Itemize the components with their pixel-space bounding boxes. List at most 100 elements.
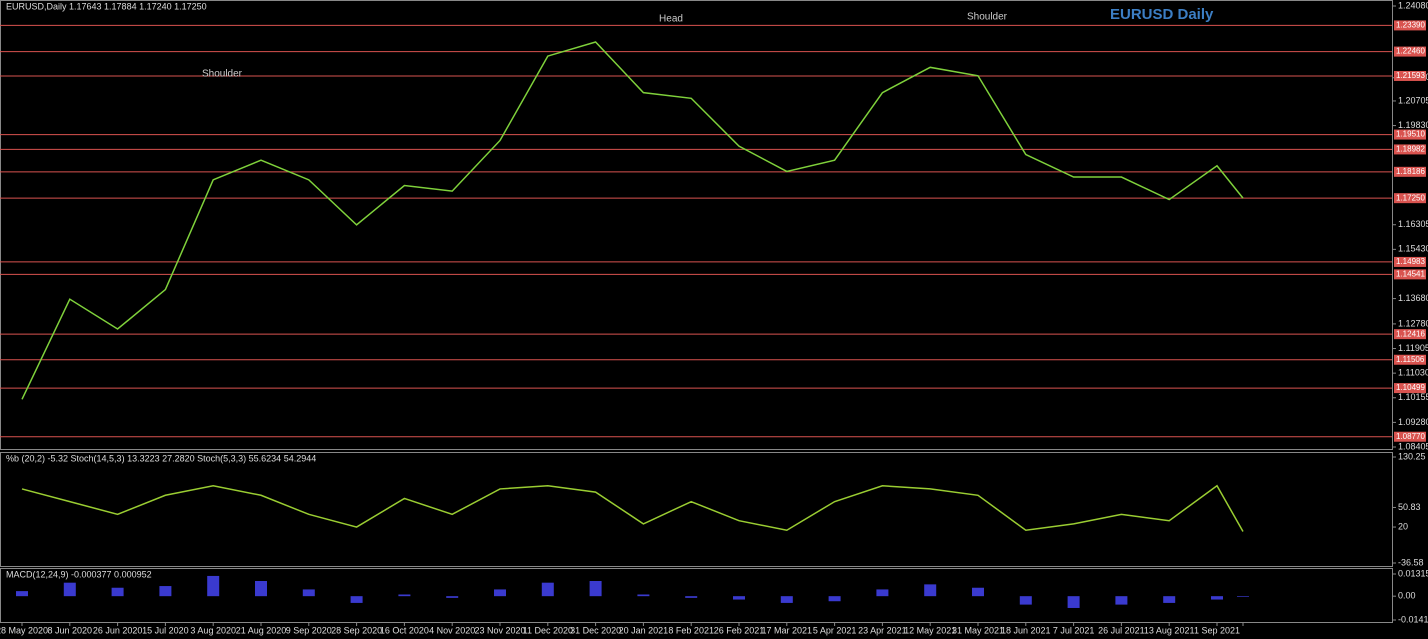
- x-tick-label: 12 May 2021: [904, 625, 956, 635]
- bar: [302, 589, 315, 597]
- oscillator-pane: [0, 452, 1393, 567]
- chart-title: EURUSD,Daily 1.17643 1.17884 1.17240 1.1…: [6, 1, 207, 11]
- bar: [924, 584, 937, 597]
- bar: [111, 587, 124, 597]
- level-tag: [1394, 144, 1426, 155]
- annotation: Shoulder: [967, 12, 1008, 23]
- level-tag: [1394, 166, 1426, 177]
- bar: [685, 596, 698, 598]
- bar: [876, 589, 889, 597]
- x-tick-label: 7 Jul 2021: [1053, 625, 1095, 635]
- x-tick-label: 4 Nov 2020: [429, 625, 475, 635]
- level-tag: [1394, 329, 1426, 340]
- bar: [828, 596, 841, 602]
- x-tick-label: 23 Nov 2020: [474, 625, 525, 635]
- bar: [16, 591, 28, 597]
- y-tick-label: 1.08405: [1398, 441, 1428, 451]
- y-tick-label: 1.15430: [1398, 244, 1428, 254]
- x-tick-label: 18 Jun 2021: [1001, 625, 1051, 635]
- bar: [446, 596, 459, 598]
- y-tick-label: 1.16305: [1398, 219, 1428, 229]
- level-tag: [1394, 269, 1426, 280]
- y-tick-label: 1.12780: [1398, 318, 1428, 328]
- level-label: 1.21593: [1396, 71, 1425, 80]
- level-tag: [1394, 46, 1426, 57]
- x-tick-label: 26 Feb 2021: [714, 625, 765, 635]
- bar: [398, 594, 411, 597]
- x-tick-label: 21 Aug 2020: [236, 625, 287, 635]
- y-tick-label: 1.24080: [1398, 0, 1428, 10]
- y-tick-label: 0.01315: [1398, 568, 1428, 578]
- level-tag: [1394, 193, 1426, 204]
- level-label: 1.14541: [1396, 269, 1425, 278]
- level-label: 1.14983: [1396, 257, 1425, 266]
- y-tick-label: 1.10155: [1398, 392, 1428, 402]
- macd-pane: [0, 568, 1393, 623]
- x-tick-label: 20 Jan 2021: [619, 625, 669, 635]
- y-tick-label: 50.83: [1398, 502, 1421, 512]
- level-tag: [1394, 383, 1426, 394]
- y-tick-label: 1.13680: [1398, 293, 1428, 303]
- level-tag: [1394, 20, 1426, 31]
- annotation: Head: [659, 14, 683, 25]
- x-tick-label: 11 Dec 2020: [523, 625, 573, 635]
- x-tick-label: 5 Apr 2021: [813, 625, 857, 635]
- bar: [159, 586, 172, 597]
- level-label: 1.18186: [1396, 167, 1425, 176]
- x-tick-label: 28 Sep 2020: [331, 625, 382, 635]
- bar: [1115, 596, 1128, 605]
- y-tick-label: -36.58: [1398, 557, 1424, 567]
- level-tag: [1394, 129, 1426, 140]
- bar: [733, 596, 745, 600]
- x-tick-label: 9 Sep 2020: [286, 625, 332, 635]
- x-tick-label: 1 Sep 2021: [1194, 625, 1240, 635]
- x-tick-label: 3 Aug 2020: [190, 625, 236, 635]
- x-tick-label: 31 Dec 2020: [570, 625, 621, 635]
- bar: [63, 582, 76, 597]
- level-label: 1.23390: [1396, 21, 1425, 30]
- bar: [1163, 596, 1176, 603]
- watermark: EURUSD Daily: [1110, 6, 1214, 23]
- bar: [780, 596, 793, 603]
- x-tick-label: 13 Aug 2021: [1144, 625, 1195, 635]
- level-label: 1.08770: [1396, 432, 1425, 441]
- annotation: Shoulder: [202, 69, 243, 80]
- x-tick-label: 15 Jul 2020: [142, 625, 189, 635]
- y-tick-label: 1.09280: [1398, 417, 1428, 427]
- x-tick-label: 23 Apr 2021: [858, 625, 907, 635]
- y-tick-label: 130.25: [1398, 451, 1426, 461]
- oscillator-title: %b (20,2) -5.32 Stoch(14,5,3) 13.3223 27…: [6, 453, 316, 463]
- level-label: 1.18982: [1396, 145, 1425, 154]
- bar: [589, 580, 602, 597]
- level-label: 1.22460: [1396, 47, 1425, 56]
- bar: [255, 580, 267, 597]
- x-tick-label: 8 Jun 2020: [48, 625, 93, 635]
- level-tag: [1394, 256, 1426, 267]
- x-tick-label: 17 Mar 2021: [762, 625, 813, 635]
- x-tick-label: 8 Feb 2021: [668, 625, 714, 635]
- x-tick-label: 16 Oct 2020: [380, 625, 429, 635]
- level-label: 1.17250: [1396, 193, 1425, 202]
- level-label: 1.11506: [1396, 355, 1425, 364]
- x-tick-label: 28 May 2020: [0, 625, 48, 635]
- x-tick-label: 26 Jun 2020: [93, 625, 143, 635]
- y-tick-label: 1.11030: [1398, 368, 1428, 378]
- series-line: [21, 41, 1244, 400]
- bar: [494, 589, 506, 597]
- bar: [637, 594, 650, 597]
- series-line: [21, 484, 1244, 532]
- bar: [350, 596, 363, 603]
- level-tag: [1394, 354, 1426, 365]
- level-label: 1.12416: [1396, 329, 1425, 338]
- bar: [541, 582, 554, 597]
- y-tick-label: 1.19830: [1398, 120, 1428, 130]
- y-tick-label: 1.11905: [1398, 343, 1428, 353]
- x-tick-label: 31 May 2021: [952, 625, 1004, 635]
- level-tag: [1394, 431, 1426, 442]
- y-tick-label: 1.20705: [1398, 95, 1428, 105]
- y-tick-label: -0.01413: [1398, 614, 1428, 624]
- macd-title: MACD(12,24,9) -0.000377 0.000952: [6, 569, 152, 579]
- y-tick-label: 0.00: [1398, 591, 1416, 601]
